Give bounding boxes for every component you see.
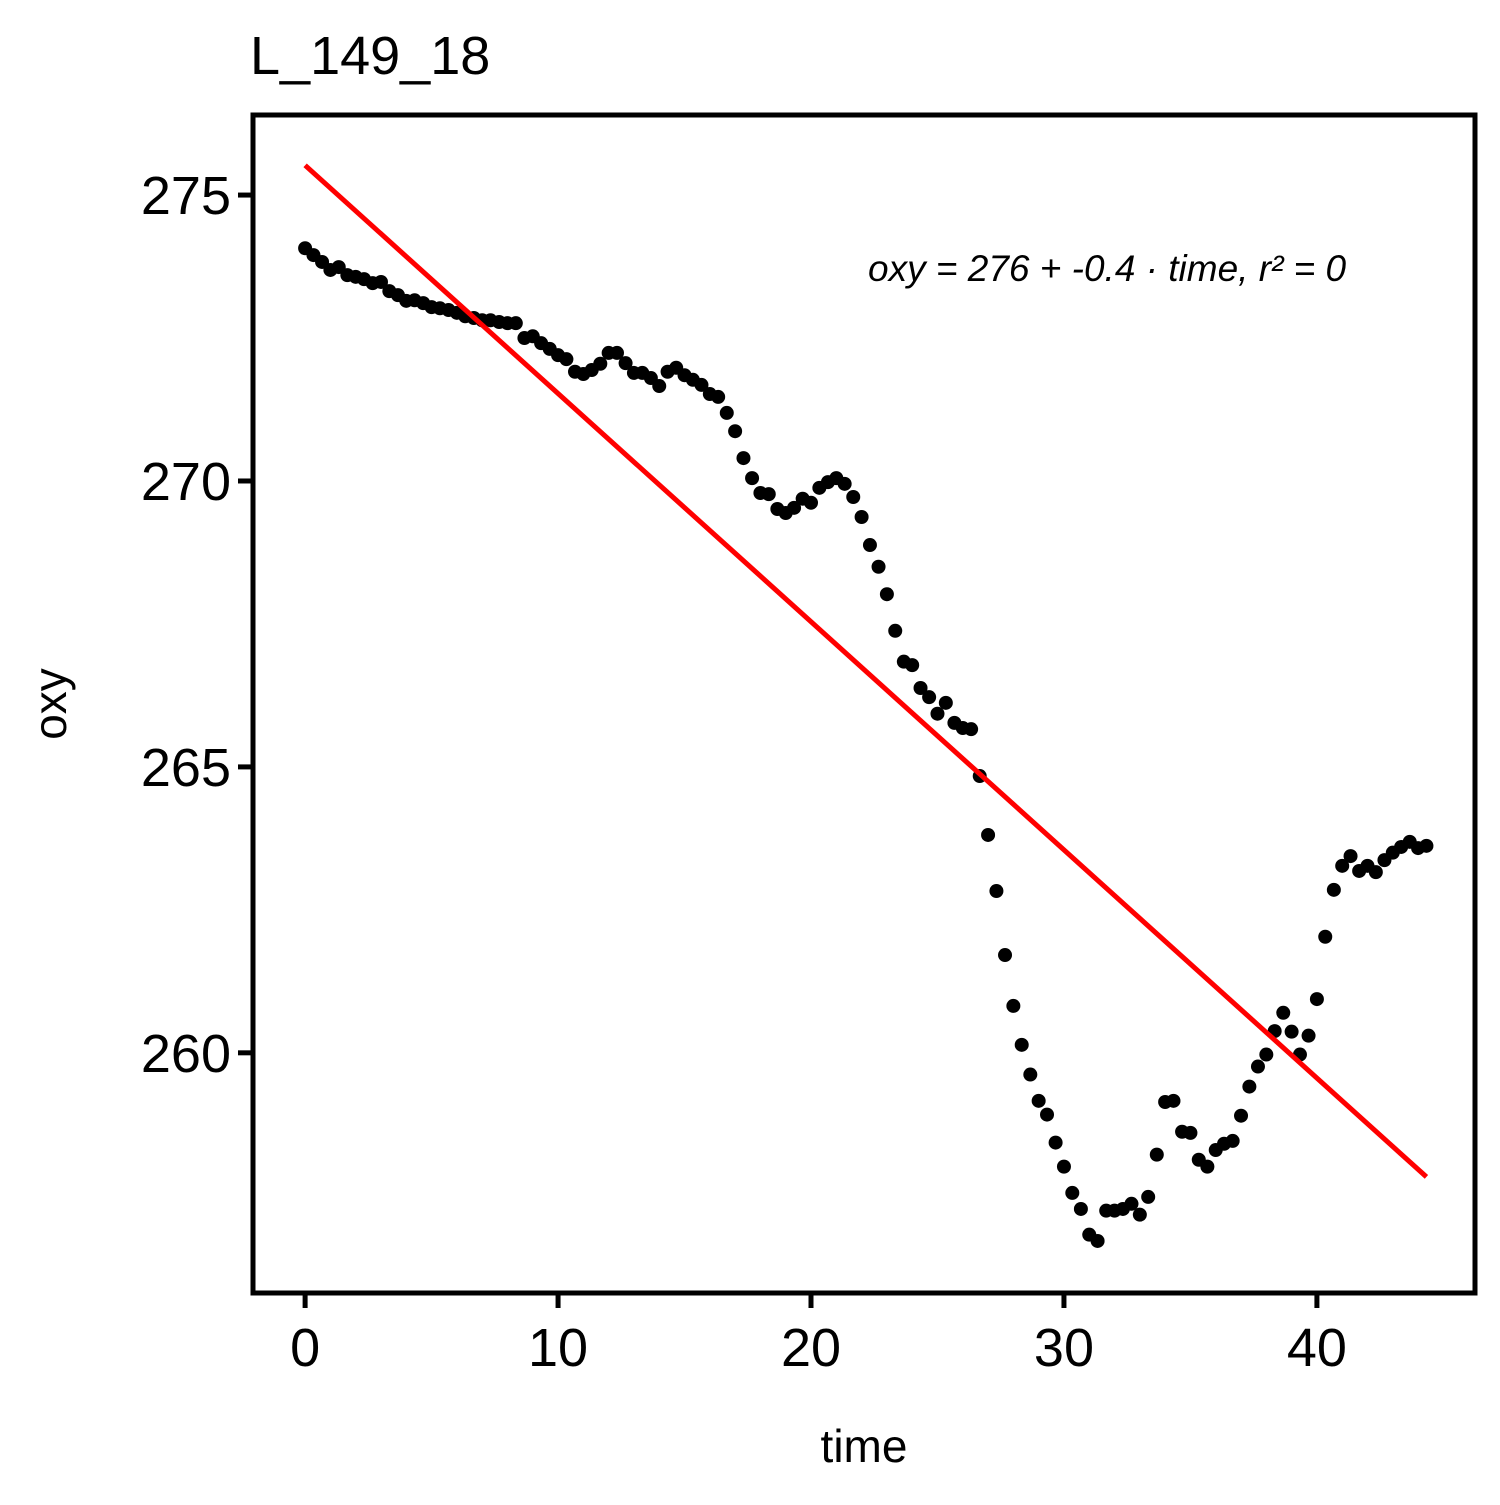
data-point [1343, 849, 1358, 864]
data-point [1132, 1207, 1147, 1222]
data-point [989, 883, 1004, 898]
x-tick-label: 30 [1034, 1318, 1094, 1378]
data-point [905, 658, 920, 673]
data-point [652, 379, 667, 394]
data-point [1031, 1093, 1046, 1108]
data-point [373, 274, 388, 289]
data-point [728, 424, 743, 439]
data-point [745, 471, 760, 486]
data-point [804, 495, 819, 510]
data-point [854, 510, 869, 525]
x-tick-label: 20 [781, 1318, 841, 1378]
data-point [1335, 858, 1350, 873]
x-tick-label: 0 [290, 1318, 320, 1378]
data-point [1326, 882, 1341, 897]
data-point [559, 352, 574, 367]
data-point [913, 680, 928, 695]
data-point [694, 377, 709, 392]
data-point [837, 476, 852, 491]
data-point [879, 587, 894, 602]
data-point [711, 389, 726, 404]
chart-title: L_149_18 [250, 26, 490, 86]
data-point [736, 451, 751, 466]
data-point [1368, 865, 1383, 880]
data-point [508, 316, 523, 331]
data-point [1006, 998, 1021, 1013]
data-point [938, 695, 953, 710]
data-point [787, 500, 802, 515]
data-point [1242, 1079, 1257, 1094]
data-point [964, 722, 979, 737]
data-point [1183, 1125, 1198, 1140]
data-point [1141, 1189, 1156, 1204]
data-point [1124, 1196, 1139, 1211]
data-point [998, 948, 1013, 963]
y-tick-label: 275 [141, 166, 231, 226]
data-point [1234, 1108, 1249, 1123]
data-point [1419, 838, 1434, 853]
data-point [1040, 1107, 1055, 1122]
data-point [1056, 1159, 1071, 1174]
y-tick-label: 260 [141, 1024, 231, 1084]
data-point [1284, 1024, 1299, 1039]
data-point [930, 706, 945, 721]
data-point [609, 345, 624, 360]
data-point [922, 690, 937, 705]
data-point [1318, 929, 1333, 944]
plot-border [250, 112, 1478, 1296]
data-point [1309, 992, 1324, 1007]
data-point [1014, 1037, 1029, 1052]
data-point [1225, 1133, 1240, 1148]
data-point [1250, 1059, 1265, 1074]
data-point [1259, 1047, 1274, 1062]
y-tick-label: 270 [141, 452, 231, 512]
equation-annotation: oxy = 276 + -0.4 · time, r² = 0 [868, 248, 1347, 289]
data-point [618, 356, 633, 371]
data-point [1090, 1233, 1105, 1248]
regression-line [303, 163, 1429, 1179]
data-point [1048, 1135, 1063, 1150]
data-point [593, 356, 608, 371]
x-tick-label: 40 [1287, 1318, 1347, 1378]
plot-area: oxy = 276 + -0.4 · time, r² = 0 [298, 163, 1434, 1248]
data-point [888, 623, 903, 638]
data-point [862, 538, 877, 553]
data-point [1149, 1147, 1164, 1162]
data-point [1023, 1067, 1038, 1082]
data-point [1073, 1201, 1088, 1216]
x-axis-title: time [821, 1420, 908, 1472]
data-point [1065, 1185, 1080, 1200]
y-axis-title: oxy [24, 668, 76, 740]
data-point [1301, 1028, 1316, 1043]
data-point [846, 489, 861, 504]
data-point [981, 827, 996, 842]
data-point [761, 487, 776, 502]
data-point [871, 559, 886, 574]
data-point [1200, 1159, 1215, 1174]
x-tick-label: 10 [528, 1318, 588, 1378]
data-point [719, 405, 734, 420]
data-point [1276, 1005, 1291, 1020]
data-point [1166, 1093, 1181, 1108]
y-tick-label: 265 [141, 738, 231, 798]
